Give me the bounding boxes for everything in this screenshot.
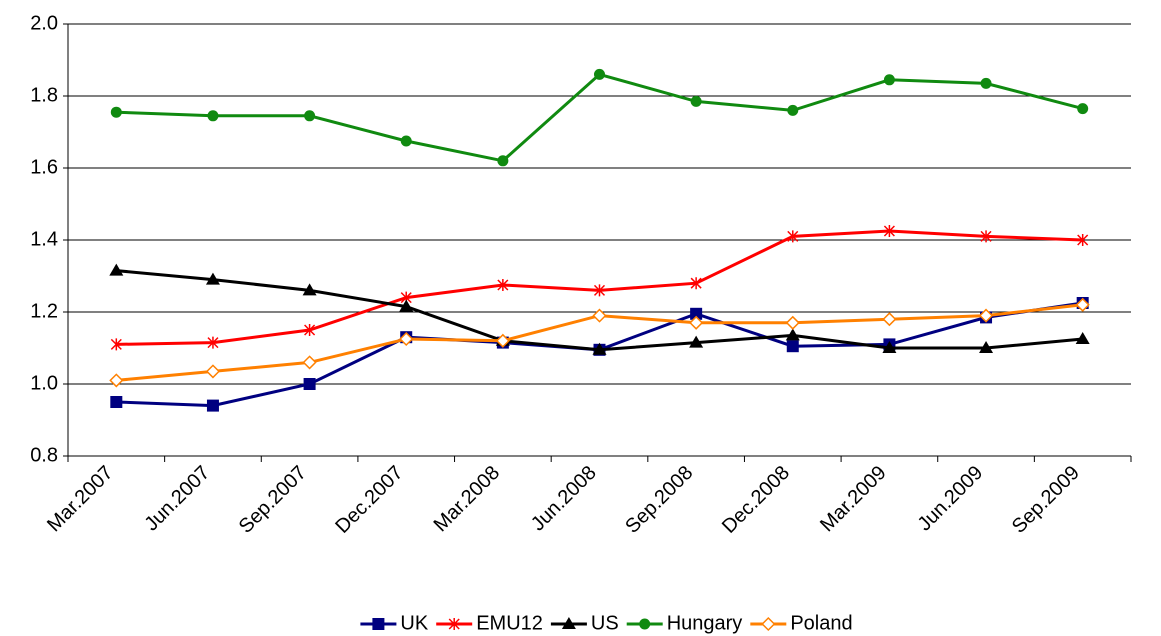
y-tick-label: 1.2: [30, 300, 58, 322]
marker: [883, 225, 895, 237]
marker: [205, 272, 220, 285]
marker: [303, 378, 316, 390]
series-line: [116, 72, 1084, 163]
marker: [399, 299, 414, 312]
marker: [785, 315, 800, 330]
y-tick-label: 1.6: [30, 156, 58, 178]
marker: [302, 355, 317, 370]
marker: [1077, 103, 1089, 115]
marker: [786, 340, 799, 353]
marker: [497, 155, 509, 167]
x-tick-label: Jun.2007: [140, 462, 214, 536]
marker: [882, 312, 897, 327]
marker: [110, 338, 122, 351]
marker: [372, 618, 385, 630]
marker: [207, 110, 219, 122]
marker: [690, 307, 703, 320]
y-tick-label: 1.0: [30, 372, 58, 394]
legend-label: Hungary: [667, 612, 743, 634]
y-tick-label: 2.0: [30, 12, 58, 34]
marker: [761, 616, 776, 632]
marker: [399, 331, 414, 347]
x-tick-label: Dec.2008: [718, 462, 794, 538]
x-tick-label: Sep.2008: [621, 462, 697, 538]
marker: [1077, 234, 1089, 246]
marker: [497, 279, 509, 291]
marker: [594, 68, 605, 80]
marker: [593, 284, 606, 297]
marker: [109, 263, 124, 276]
marker: [690, 277, 702, 290]
marker: [495, 333, 510, 348]
marker: [787, 104, 799, 116]
marker: [110, 396, 123, 408]
marker: [206, 399, 219, 412]
marker: [882, 341, 897, 353]
marker: [592, 342, 607, 355]
marker: [110, 106, 122, 118]
marker: [1075, 297, 1090, 312]
marker: [787, 230, 799, 243]
x-tick-label: Mar.2009: [816, 462, 891, 537]
legend-label: Poland: [790, 612, 852, 634]
x-tick-label: Sep.2009: [1008, 462, 1084, 538]
marker: [109, 373, 124, 388]
marker: [205, 364, 221, 379]
marker: [400, 135, 412, 147]
marker: [1075, 332, 1090, 344]
y-tick-label: 1.8: [30, 84, 58, 106]
marker: [639, 618, 651, 630]
marker: [304, 110, 316, 122]
marker: [690, 95, 702, 107]
marker: [304, 324, 316, 336]
y-tick-label: 0.8: [30, 444, 58, 466]
marker: [978, 308, 994, 323]
marker: [883, 74, 895, 86]
marker: [980, 230, 992, 243]
legend-label: EMU12: [476, 612, 543, 634]
marker: [592, 308, 607, 323]
legend: UK EMU12 US Hungary Poland: [360, 612, 853, 634]
marker: [561, 617, 576, 629]
x-tick-label: Sep.2007: [235, 462, 311, 538]
marker: [448, 618, 460, 630]
x-tick-label: Jun.2009: [914, 462, 988, 536]
y-tick-label: 1.4: [30, 228, 58, 250]
legend-label: US: [591, 612, 619, 634]
marker: [785, 328, 800, 341]
marker: [979, 341, 994, 353]
marker: [689, 335, 704, 348]
x-tick-label: Dec.2007: [331, 462, 407, 538]
x-tick-label: Mar.2008: [430, 462, 505, 537]
marker: [302, 283, 317, 296]
x-tick-label: Mar.2007: [43, 462, 118, 537]
x-tick-label: Jun.2008: [527, 462, 601, 536]
legend-label: UK: [400, 612, 428, 634]
marker: [689, 315, 704, 330]
marker: [980, 77, 992, 89]
marker: [207, 336, 219, 349]
